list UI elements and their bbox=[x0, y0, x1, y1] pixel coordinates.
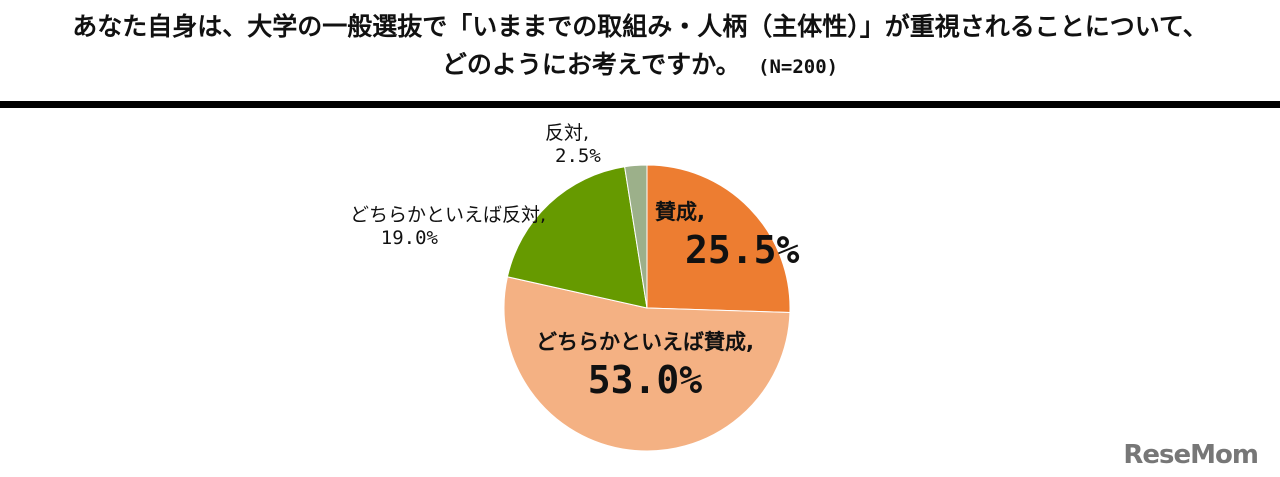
pie-slice-3 bbox=[624, 164, 648, 309]
label-dochiraka-sansei: どちらかといえば賛成, 53.0% bbox=[536, 330, 754, 402]
pie-slice-1 bbox=[503, 276, 791, 452]
resemom-logo: ReseMom bbox=[1123, 440, 1259, 470]
title-line-2: どのようにお考えですか。 bbox=[441, 50, 741, 79]
pie-slice-2 bbox=[506, 166, 648, 309]
chart-title: あなた自身は、大学の一般選抜で「いままでの取組み・人柄（主体性）」が重視されるこ… bbox=[0, 8, 1280, 86]
pie-slice-0 bbox=[646, 164, 791, 314]
label-hantai: 反対, 2.5% bbox=[545, 122, 601, 167]
label-sansei: 賛成, 25.5% bbox=[655, 200, 800, 272]
label-dochiraka-hantai: どちらかといえば反対, 19.0% bbox=[349, 204, 546, 249]
title-line-1: あなた自身は、大学の一般選抜で「いままでの取組み・人柄（主体性）」が重視されるこ… bbox=[72, 12, 1208, 41]
title-divider bbox=[0, 101, 1280, 108]
sample-size: (N=200) bbox=[758, 56, 839, 78]
